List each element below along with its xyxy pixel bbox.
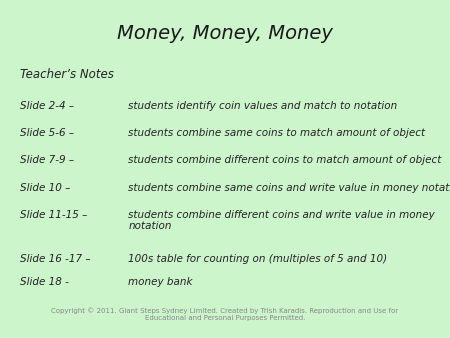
Text: Slide 18 -: Slide 18 - xyxy=(20,277,69,287)
Text: Slide 16 -17 –: Slide 16 -17 – xyxy=(20,254,91,264)
Text: students combine same coins and write value in money notation: students combine same coins and write va… xyxy=(128,183,450,193)
Text: students combine different coins and write value in money
notation: students combine different coins and wri… xyxy=(128,210,435,231)
Text: Money, Money, Money: Money, Money, Money xyxy=(117,24,333,43)
Text: Slide 5-6 –: Slide 5-6 – xyxy=(20,128,74,139)
Text: Slide 7-9 –: Slide 7-9 – xyxy=(20,155,74,166)
Text: 100s table for counting on (multiples of 5 and 10): 100s table for counting on (multiples of… xyxy=(128,254,387,264)
Text: students combine different coins to match amount of object: students combine different coins to matc… xyxy=(128,155,441,166)
Text: Teacher’s Notes: Teacher’s Notes xyxy=(20,68,114,80)
Text: Copyright © 2011. Giant Steps Sydney Limited. Created by Trish Karadis. Reproduc: Copyright © 2011. Giant Steps Sydney Lim… xyxy=(51,308,399,321)
Text: Slide 2-4 –: Slide 2-4 – xyxy=(20,101,74,112)
Text: money bank: money bank xyxy=(128,277,193,287)
Text: students combine same coins to match amount of object: students combine same coins to match amo… xyxy=(128,128,425,139)
Text: Slide 11-15 –: Slide 11-15 – xyxy=(20,210,88,220)
Text: students identify coin values and match to notation: students identify coin values and match … xyxy=(128,101,397,112)
Text: Slide 10 –: Slide 10 – xyxy=(20,183,71,193)
